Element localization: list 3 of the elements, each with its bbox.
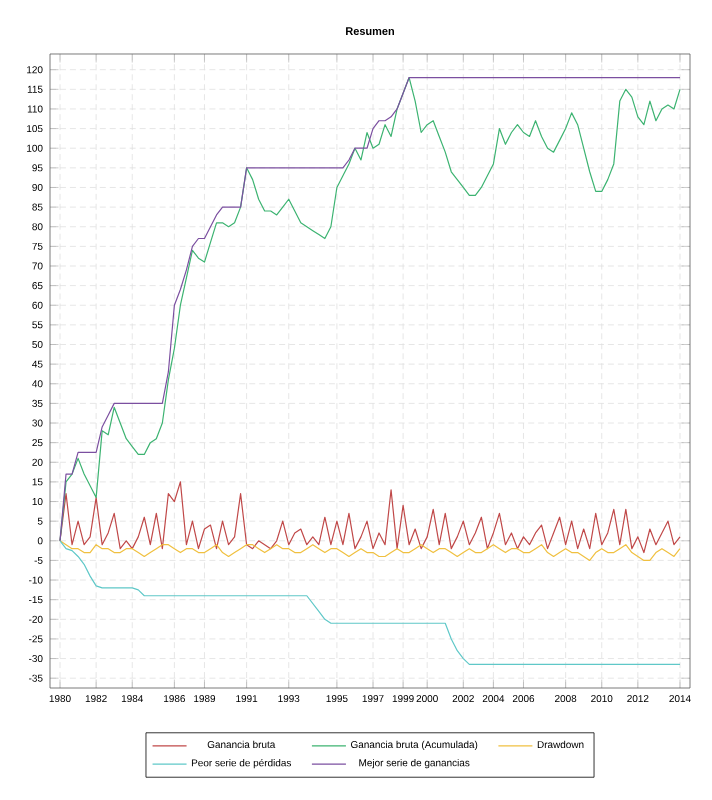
- line-series: [59, 481, 681, 554]
- line-series: [59, 76, 681, 542]
- line-series: [59, 540, 681, 562]
